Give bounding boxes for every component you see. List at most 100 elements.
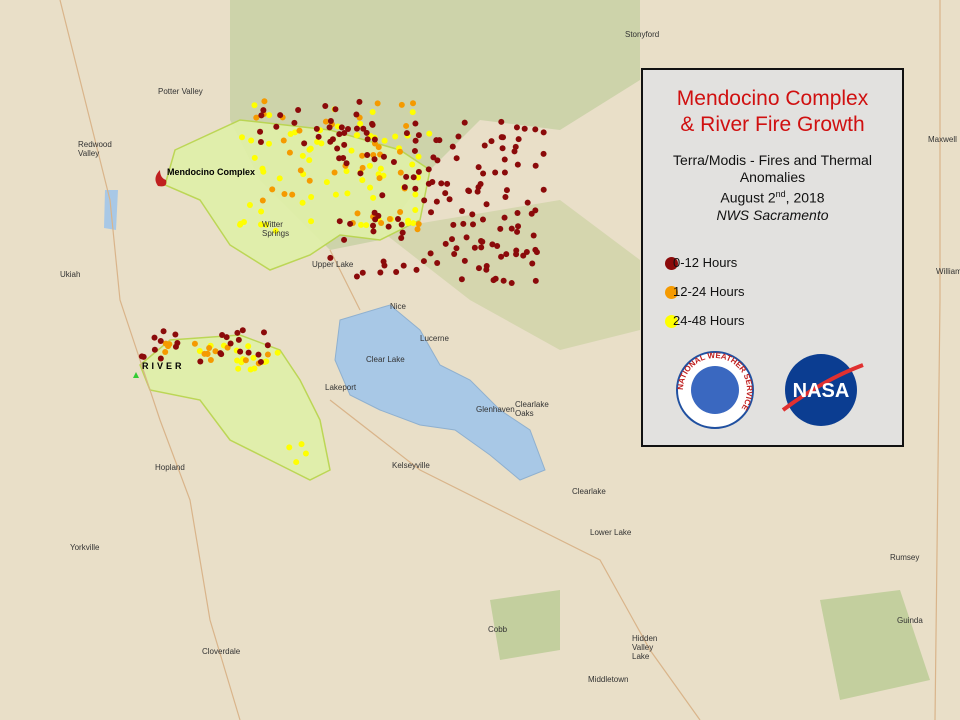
fire-dot [434,260,441,267]
fire-dot [459,208,466,215]
fire-dot [151,346,158,353]
fire-dot [490,277,497,284]
fire-dot [265,140,272,147]
fire-dot [426,130,433,137]
fire-dot [429,179,436,186]
fire-dot [174,339,181,346]
fire-dot [354,210,361,217]
office: NWS Sacramento [716,206,829,223]
fire-dot [308,194,315,201]
fire-dot [331,169,338,176]
fire-dot [360,125,367,132]
fire-dot [401,184,408,191]
place-label: Glenhaven [476,405,515,414]
fire-dot [540,150,547,157]
fire-dot [257,139,264,146]
place-label: Witter Springs [262,220,290,238]
fire-dot [412,185,419,192]
fire-dot [269,186,276,193]
fire-dot [470,221,477,228]
fire-dot [494,243,501,250]
fire-dot [512,143,519,150]
fire-dot [540,186,547,193]
fire-dot [453,155,460,162]
fire-dot [433,137,440,144]
fire-perimeter [139,334,331,481]
fire-dot [280,137,287,144]
fire-dot [257,128,264,135]
place-label: Potter Valley [158,87,203,96]
fire-dot [358,221,365,228]
fire-dot [242,357,249,364]
fire-dot [295,106,302,113]
fire-dot [345,125,352,132]
fire-dot [381,262,388,269]
fire-dot [157,338,164,345]
legend-label: 24-48 Hours [673,313,745,328]
fire-dot [371,209,378,216]
fire-dot [461,119,468,126]
fire-dot [500,134,507,141]
place-label: Clearlake [572,487,606,496]
nasa-logo [785,354,857,426]
fire-dot [465,187,472,194]
place-label: Ukiah [60,270,81,279]
fire-dot [239,327,246,334]
fire-dot [326,124,333,131]
fire-dot [449,143,456,150]
fire-dot [160,328,167,335]
fire-dot [474,188,481,195]
fire-dot [503,251,510,258]
fire-dot [532,277,539,284]
fire-dot [376,175,383,182]
fire-dot [273,123,280,130]
fire-dot [521,125,528,132]
fire-icon [133,372,139,378]
fire-dot [514,228,521,235]
fire-dot [245,343,252,350]
fire-dot [306,177,313,184]
fire-dot [380,153,387,160]
fire-dot [483,266,490,273]
fire-dot [399,229,406,236]
fire-dot [480,170,487,177]
fire-dot [398,101,405,108]
fire-dot [235,365,242,372]
fire-dot [446,196,453,203]
fire-dot [207,356,214,363]
fire-dot [501,214,508,221]
fire-dot [263,358,270,365]
place-label: Rumsey [890,553,920,562]
fire-dot [263,221,270,228]
fire-dot [201,350,208,357]
fire-dot [455,133,462,140]
legend-swatch [665,257,678,270]
fire-dot [276,175,283,182]
place-label: Middletown [588,675,629,684]
fire-dot [212,348,219,355]
fire-dot [240,219,247,226]
fire-dot [463,234,470,241]
legend-label: 0-12 Hours [673,255,738,270]
fire-dot [308,218,315,225]
title: & River Fire Growth [680,113,865,136]
fire-dot [501,156,508,163]
fire-dot [427,250,434,257]
fire-dot [451,250,458,257]
title: Mendocino Complex [676,87,869,110]
fire-dot [412,120,419,127]
fire-dot [336,155,343,162]
fire-dot [528,210,535,217]
fire-dot [369,109,376,116]
date: nd [775,189,786,199]
fire-dot [478,244,485,251]
fire-dot [398,234,405,241]
fire-dot [359,177,366,184]
logos: NATIONAL WEATHER SERVICE NASA [676,351,864,429]
fire-dot [251,154,258,161]
fire-dot [377,165,384,172]
fire-dot [359,152,366,159]
legend-swatch [665,286,678,299]
fire-dot [477,181,484,188]
fire-dot [357,170,364,177]
